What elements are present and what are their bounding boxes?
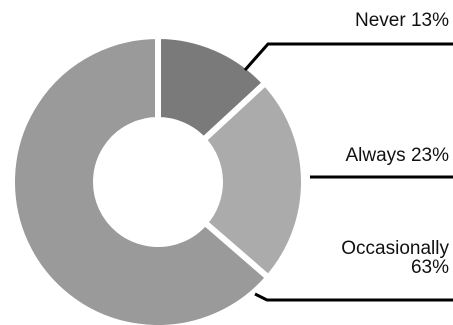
chart-slices (9, 33, 307, 325)
label-occasionally: Occasionally (341, 238, 449, 259)
leader-line-never (243, 42, 453, 71)
label-never: Never 13% (355, 10, 449, 31)
slice-always (200, 79, 307, 281)
label-occasionally-percent: 63% (411, 257, 449, 278)
slice-occasionally (9, 33, 272, 325)
label-always: Always 23% (346, 145, 450, 166)
leader-line-occasionally (254, 292, 453, 302)
